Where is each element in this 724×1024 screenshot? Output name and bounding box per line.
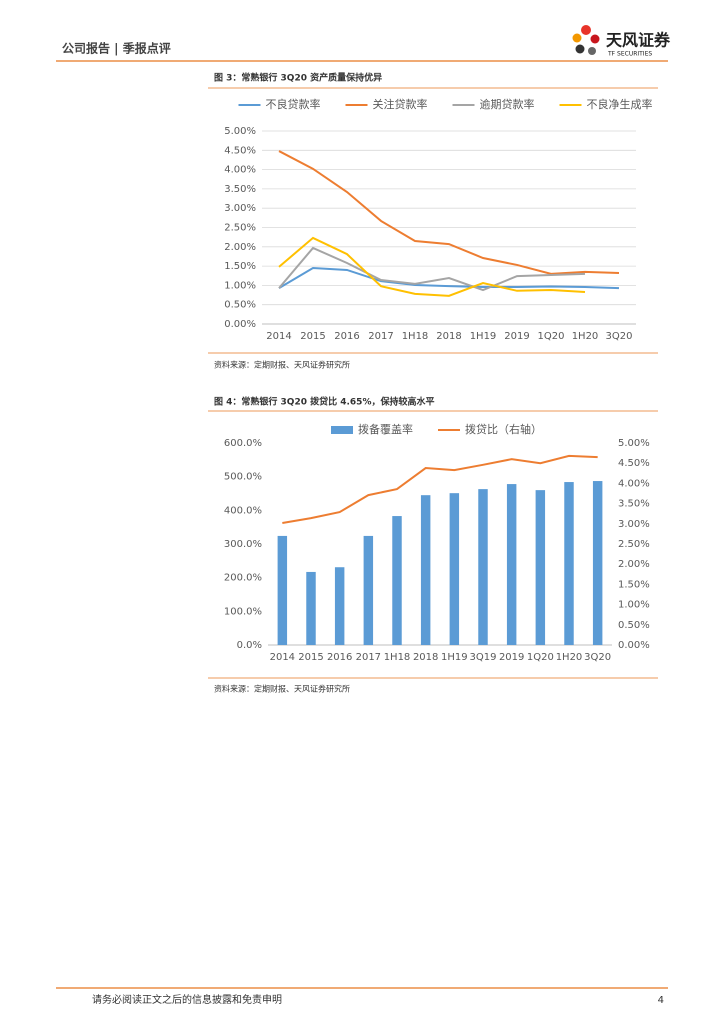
legend-label: 不良贷款率 <box>266 97 321 111</box>
disclaimer: 请务必阅读正文之后的信息披露和免责申明 <box>92 993 282 1006</box>
y2-tick-label: 2.00% <box>618 559 650 570</box>
x-tick-label: 2014 <box>270 652 295 663</box>
figure-source: 资料来源：定期财报、天风证券研究所 <box>214 684 350 694</box>
series-line <box>282 454 598 524</box>
y-tick-label: 0.0% <box>237 640 262 651</box>
y2-tick-label: 1.00% <box>618 600 650 611</box>
x-tick-label: 3Q20 <box>584 652 611 663</box>
bar <box>592 481 603 645</box>
y-tick-label: 5.00% <box>224 126 256 137</box>
x-tick-label: 1Q20 <box>527 652 554 663</box>
y-tick-label: 4.00% <box>224 165 256 176</box>
x-tick-label: 2017 <box>368 331 393 342</box>
bar <box>506 484 517 645</box>
y-tick-label: 400.0% <box>224 505 262 516</box>
y-tick-label: 1.00% <box>224 280 256 291</box>
x-tick-label: 1H20 <box>572 331 599 342</box>
figure-caption: 图 3：常熟银行 3Q20 资产质量保持优异 <box>214 72 382 84</box>
y2-tick-label: 2.50% <box>618 539 650 550</box>
bar <box>420 495 431 645</box>
x-tick-label: 2018 <box>413 652 438 663</box>
y2-tick-label: 1.50% <box>618 579 650 590</box>
brand-en: TF SECURITIES <box>607 51 652 58</box>
y2-tick-label: 0.00% <box>618 640 650 651</box>
x-tick-label: 1H19 <box>470 331 497 342</box>
x-tick-label: 1H18 <box>402 331 429 342</box>
series-line <box>278 267 620 290</box>
y2-tick-label: 0.50% <box>618 620 650 631</box>
legend-label: 关注贷款率 <box>373 97 428 111</box>
y-tick-label: 1.50% <box>224 261 256 272</box>
legend-label: 逾期贷款率 <box>480 97 535 111</box>
legend-label: 拨备覆盖率 <box>358 422 413 436</box>
x-tick-label: 1H18 <box>384 652 411 663</box>
header-title: 公司报告 | 季报点评 <box>62 41 171 56</box>
y-tick-label: 0.50% <box>224 300 256 311</box>
series-line <box>278 246 586 292</box>
x-tick-label: 2019 <box>504 331 529 342</box>
figure-caption: 图 4：常熟银行 3Q20 拨贷比 4.65%，保持较高水平 <box>214 396 434 408</box>
bar <box>334 567 345 645</box>
y-tick-label: 500.0% <box>224 472 262 483</box>
y-tick-label: 600.0% <box>224 438 262 449</box>
legend-label: 不良净生成率 <box>587 97 653 111</box>
x-tick-label: 1H20 <box>556 652 583 663</box>
y2-tick-label: 3.00% <box>618 519 650 530</box>
brand: 天风证券 <box>606 31 671 50</box>
y2-tick-label: 3.50% <box>618 499 650 510</box>
x-tick-label: 3Q19 <box>470 652 497 663</box>
logo-mark <box>572 25 600 55</box>
legend-swatch <box>331 426 353 434</box>
x-tick-label: 1H19 <box>441 652 468 663</box>
legend-label: 拨贷比（右轴） <box>465 422 542 436</box>
x-tick-label: 2017 <box>356 652 381 663</box>
bar <box>478 489 488 645</box>
x-tick-label: 2015 <box>300 331 325 342</box>
y2-tick-label: 4.50% <box>618 458 650 469</box>
x-tick-label: 1Q20 <box>538 331 565 342</box>
bar <box>277 535 288 645</box>
bar <box>306 571 316 645</box>
y-tick-label: 200.0% <box>224 573 262 584</box>
bar <box>535 490 546 645</box>
y-tick-label: 2.50% <box>224 223 256 234</box>
y-tick-label: 300.0% <box>224 539 262 550</box>
series-line <box>278 150 620 275</box>
x-tick-label: 2019 <box>499 652 524 663</box>
y-tick-label: 3.00% <box>224 203 256 214</box>
bar <box>564 482 574 645</box>
x-tick-label: 2015 <box>298 652 323 663</box>
series-line <box>278 236 586 297</box>
y2-tick-label: 4.00% <box>618 478 650 489</box>
y2-tick-label: 5.00% <box>618 438 650 449</box>
y-tick-label: 4.50% <box>224 145 256 156</box>
y-tick-label: 3.50% <box>224 184 256 195</box>
x-tick-label: 2016 <box>334 331 359 342</box>
x-tick-label: 2014 <box>266 331 291 342</box>
y-tick-label: 0.00% <box>224 319 256 330</box>
x-tick-label: 2018 <box>436 331 461 342</box>
page-number: 4 <box>658 995 664 1006</box>
bar <box>392 516 402 645</box>
x-tick-label: 2016 <box>327 652 352 663</box>
y-tick-label: 2.00% <box>224 242 256 253</box>
bar <box>449 493 460 645</box>
figure-source: 资料来源：定期财报、天风证券研究所 <box>214 360 350 370</box>
y-tick-label: 100.0% <box>224 606 262 617</box>
x-tick-label: 3Q20 <box>606 331 633 342</box>
bar <box>363 535 374 645</box>
